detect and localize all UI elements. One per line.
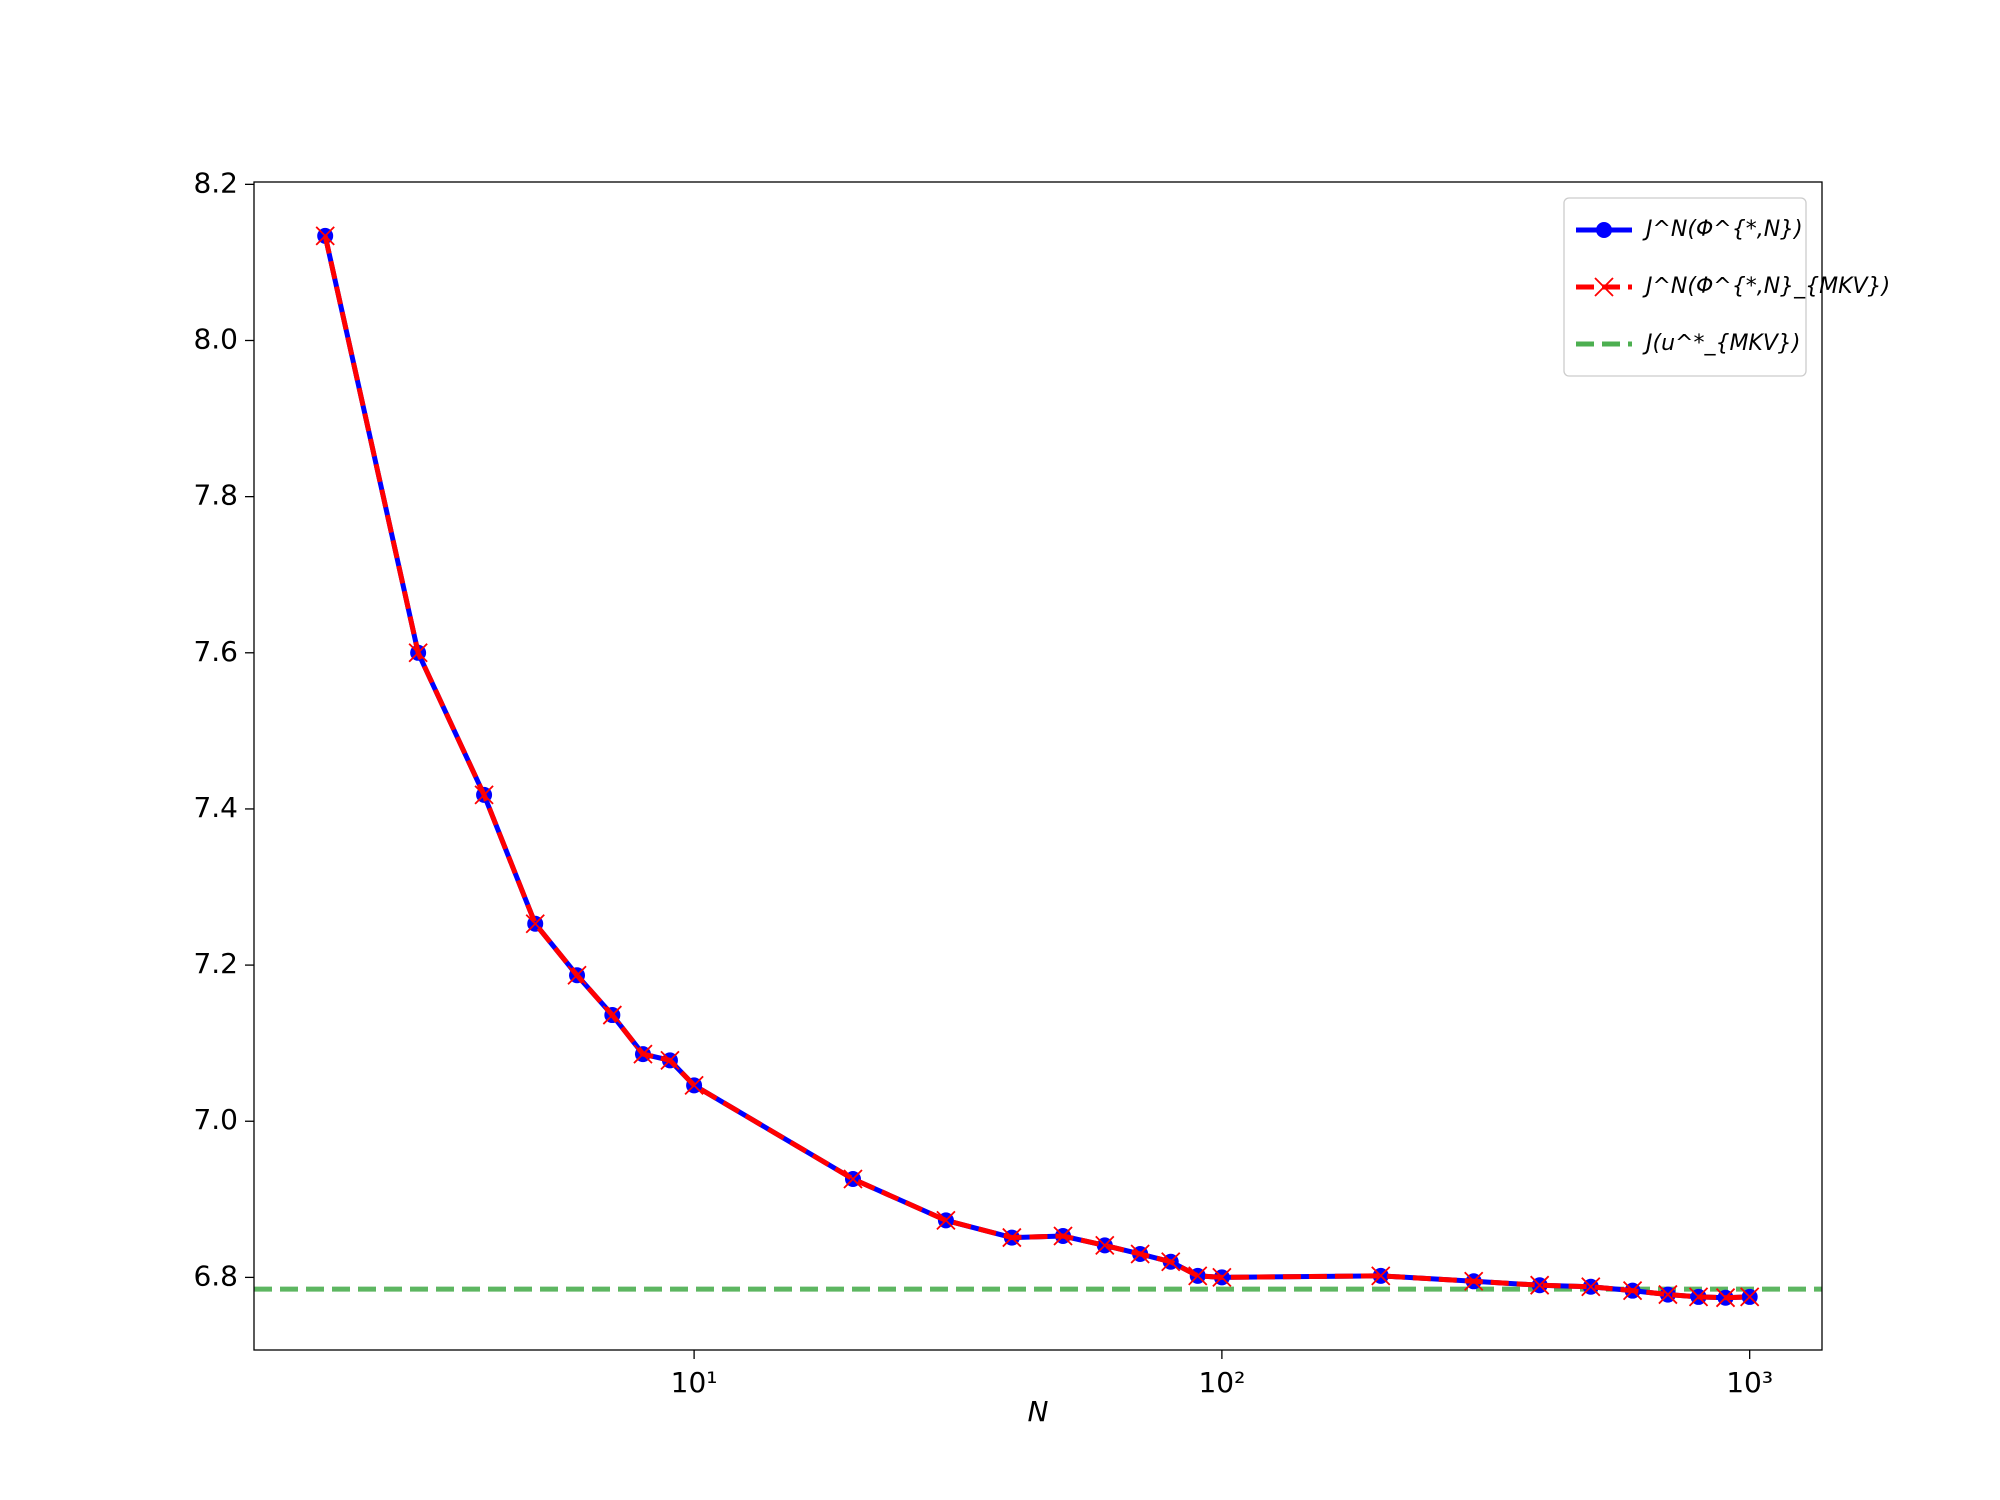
point-marker <box>474 785 494 805</box>
plot-area <box>254 226 1822 1308</box>
point-marker <box>684 1075 704 1095</box>
y-tick-label: 6.8 <box>193 1259 238 1292</box>
y-tick-label: 7.6 <box>193 635 238 668</box>
legend-label: J^N(Φ^{*,N}_{MKV}) <box>1642 274 1890 299</box>
point-marker <box>1740 1287 1760 1307</box>
point-marker <box>1464 1271 1484 1291</box>
point-marker <box>1530 1275 1550 1295</box>
point-marker <box>1658 1284 1678 1305</box>
y-tick-label: 7.4 <box>193 791 238 824</box>
point-marker <box>1688 1287 1709 1307</box>
y-tick-label: 8.2 <box>193 166 238 199</box>
y-tick-label: 8.0 <box>193 322 238 355</box>
y-tick-label: 7.8 <box>193 479 238 512</box>
legend-box <box>1563 197 1807 377</box>
point-marker <box>843 1169 863 1189</box>
x-axis-label: N <box>1028 1395 1049 1428</box>
point-marker <box>660 1050 680 1070</box>
point-marker <box>633 1044 653 1064</box>
legend-marker <box>1594 277 1614 297</box>
point-marker <box>315 226 335 246</box>
point-marker <box>1161 1252 1181 1272</box>
legend-label: J^N(Φ^{*,N}) <box>1642 217 1803 242</box>
point-marker <box>1053 1226 1073 1246</box>
y-tick-label: 7.0 <box>193 1103 238 1136</box>
x-tick-label: 10² <box>1198 1366 1245 1399</box>
point-marker <box>1581 1277 1601 1297</box>
point-marker <box>602 1005 622 1025</box>
plot-frame <box>253 181 1823 1351</box>
point-marker <box>1188 1266 1208 1286</box>
point-marker <box>936 1210 956 1231</box>
point-marker <box>1002 1227 1022 1248</box>
point-marker <box>1622 1281 1643 1301</box>
y-tick-label: 7.2 <box>193 947 238 980</box>
point-marker <box>1095 1235 1115 1256</box>
point-marker <box>1715 1288 1736 1308</box>
point-marker <box>567 965 587 985</box>
point-marker <box>1371 1266 1391 1286</box>
point-marker <box>1212 1267 1232 1288</box>
series-line <box>322 235 1750 1301</box>
point-marker <box>525 914 545 934</box>
x-tick-label: 10¹ <box>671 1366 718 1399</box>
x-tick-label: 10³ <box>1726 1366 1773 1399</box>
point-marker <box>1130 1244 1150 1264</box>
legend-marker <box>1596 222 1612 238</box>
point-marker <box>408 643 428 663</box>
legend: J^N(Φ^{*,N}) J^N(Φ^{*,N}_{MKV}) J(u^*_{MKV… <box>1563 197 1890 377</box>
legend-label: J(u^*_{MKV}) <box>1642 331 1800 356</box>
